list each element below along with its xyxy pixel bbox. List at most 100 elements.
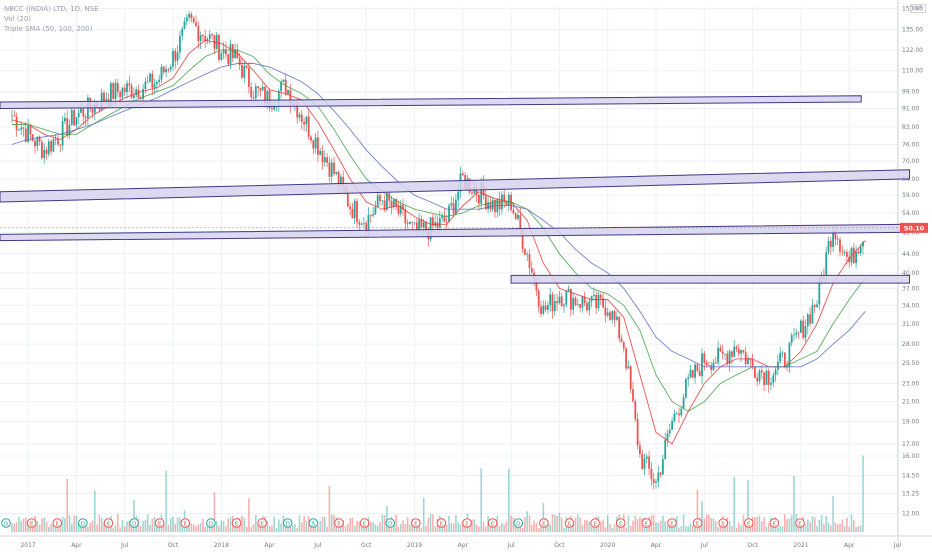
volume-bar [563, 527, 565, 532]
support-resistance-zone[interactable] [510, 274, 910, 284]
volume-bar [149, 524, 151, 532]
volume-bar [71, 523, 73, 532]
time-tick-label: 2019 [407, 542, 422, 549]
volume-bar [301, 522, 303, 532]
event-marker-E[interactable]: E [590, 518, 600, 528]
event-marker-E[interactable]: E [26, 518, 37, 528]
event-marker-E[interactable]: E [231, 518, 242, 528]
event-marker-E[interactable]: E [564, 518, 575, 528]
candle-body [846, 252, 848, 257]
candle-body [323, 157, 326, 163]
volume-bar [832, 496, 834, 532]
event-marker-E[interactable]: E [718, 518, 728, 528]
time-tick-label: Jul [700, 542, 709, 549]
volume-bar [482, 521, 485, 532]
candle-body [542, 305, 545, 314]
event-marker-E[interactable]: E [462, 518, 472, 528]
volume-bar [494, 524, 496, 532]
volume-bar [66, 478, 68, 532]
volume-bar [680, 525, 683, 532]
event-marker-E[interactable]: E [743, 518, 754, 528]
candle-body [712, 362, 715, 371]
volume-bar [692, 525, 694, 532]
volume-bar [719, 525, 722, 532]
volume-bar [204, 527, 206, 532]
candle-body [774, 369, 777, 376]
event-marker-S[interactable]: S [308, 518, 319, 528]
event-marker-E[interactable]: E [539, 518, 549, 528]
event-marker-E[interactable]: E [154, 518, 165, 528]
event-marker-E[interactable]: E [615, 518, 626, 528]
candle-body [563, 304, 565, 307]
candle-body [195, 22, 197, 27]
event-marker-E[interactable]: E [795, 518, 805, 528]
event-marker-letter: E [184, 521, 188, 527]
event-marker-E[interactable]: E [334, 518, 344, 528]
event-marker-E[interactable]: E [103, 518, 114, 528]
time-tick-label: 2018 [214, 542, 229, 549]
event-marker-E[interactable]: E [359, 518, 370, 528]
candle-body [855, 251, 857, 264]
event-marker-D[interactable]: D [206, 518, 216, 528]
event-marker-D[interactable]: D [513, 518, 524, 528]
event-marker-E[interactable]: E [692, 518, 703, 528]
volume-bar [103, 522, 105, 532]
event-marker-E[interactable]: E [487, 518, 498, 528]
event-marker-E[interactable]: E [180, 518, 191, 528]
candle-body [220, 53, 223, 60]
candle-body [763, 372, 765, 385]
event-marker-E[interactable]: E [667, 518, 677, 528]
event-marker-D[interactable]: D [1, 518, 11, 528]
candle-body [365, 223, 368, 233]
event-marker-D[interactable]: D [282, 518, 293, 528]
volume-bar [549, 524, 551, 532]
volume-bar [280, 523, 282, 532]
time-tick-label: Jul [506, 542, 515, 549]
volume-bar [169, 518, 172, 532]
volume-bar [36, 521, 39, 532]
candle-body [300, 114, 303, 122]
event-marker-E[interactable]: E [257, 518, 267, 528]
chart-legend: NBCC (INDIA) LTD, 1D, NSE Vol (20) Tripl… [4, 4, 99, 34]
candle-body [206, 39, 209, 42]
event-marker-circle [718, 518, 728, 528]
candle-body [82, 108, 85, 117]
candle-body [105, 99, 108, 101]
event-marker-D[interactable]: D [385, 518, 395, 528]
event-marker-letter: E [414, 521, 418, 527]
volume-bar [738, 522, 740, 532]
volume-indicator-label[interactable]: Vol (20) [4, 15, 32, 23]
candle-body [243, 65, 246, 78]
candle-body [144, 81, 147, 89]
event-marker-E[interactable]: E [769, 518, 780, 528]
support-resistance-zone[interactable] [0, 95, 862, 110]
volume-bar [409, 524, 411, 532]
candle-body [312, 140, 315, 149]
volume-bar [432, 514, 434, 532]
event-marker-letter: E [235, 521, 239, 527]
candle-body [597, 294, 600, 309]
candle-body [360, 223, 363, 225]
event-marker-E[interactable]: E [411, 518, 421, 528]
volume-bar [22, 518, 25, 532]
event-marker-D[interactable]: D [78, 518, 88, 528]
volume-bar [613, 524, 616, 532]
sma-indicator-label[interactable]: Triple SMA (50, 100, 200) [4, 25, 93, 33]
volume-bar [395, 514, 397, 532]
candle-body [397, 206, 400, 214]
event-marker-E[interactable]: E [436, 518, 447, 528]
volume-bar [650, 515, 653, 532]
event-marker-D[interactable]: D [129, 518, 139, 528]
volume-bar [811, 516, 814, 532]
symbol-title[interactable]: NBCC (INDIA) LTD, 1D, NSE [4, 5, 99, 13]
volume-bar [271, 525, 273, 532]
candle-body [788, 342, 791, 368]
candle-body [567, 288, 570, 291]
candle-body [234, 49, 236, 59]
volume-bar [422, 497, 425, 532]
event-marker-E[interactable]: E [641, 518, 652, 528]
event-marker-E[interactable]: E [52, 518, 63, 528]
support-resistance-zone[interactable] [0, 169, 910, 203]
